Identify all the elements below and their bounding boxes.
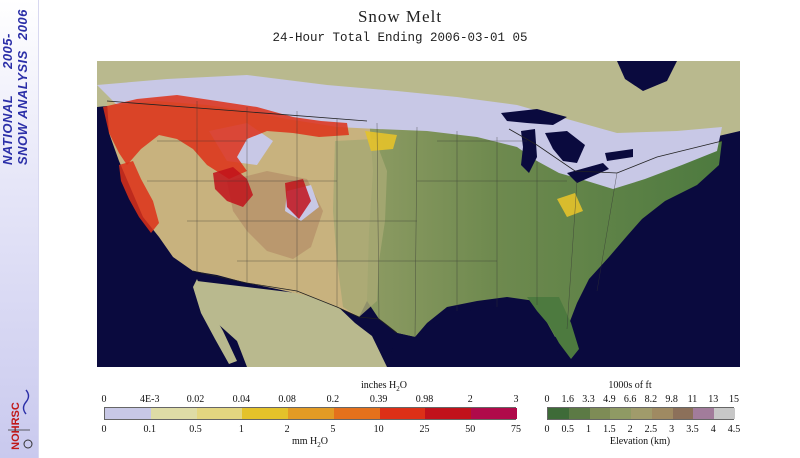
elev-legend-top-label: 4.9 (603, 394, 616, 405)
melt-legend-top-label: 3 (513, 394, 519, 405)
melt-pacific-northwest (103, 95, 349, 179)
melt-legend-top-unit: inches H2O (360, 380, 407, 393)
elev-legend-bottom-label: 0 (544, 424, 550, 435)
elev-legend-bottom-label: 3.5 (686, 424, 699, 435)
melt-legend-top-label: 0.08 (278, 394, 296, 405)
gulf-of-mexico (387, 305, 567, 367)
elev-legend-swatch (631, 408, 653, 419)
us-canada-border (106, 100, 723, 174)
melt-legend-swatch (150, 408, 198, 419)
elev-legend-bottom-label: 0.5 (561, 424, 575, 435)
elev-legend-top-label: 8.2 (644, 394, 658, 405)
melt-legend-swatch (196, 408, 243, 419)
elev-legend-top-unit: 1000s of ft (608, 380, 652, 391)
melt-sierra (119, 161, 159, 233)
elev-legend-swatch (568, 408, 591, 419)
melt-legend-top-label: 0.2 (326, 394, 340, 405)
melt-legend-bottom-label: 0.1 (143, 424, 157, 435)
side-banner: NATIONAL 2005- SNOW ANALYSIS 2006 NOHRSC (0, 0, 39, 458)
great-plains (333, 139, 387, 317)
elev-legend-swatch (589, 408, 611, 419)
melt-legend-top-label: 0.02 (186, 394, 205, 405)
snow-melt-map (97, 61, 740, 367)
lake-ontario (605, 149, 633, 161)
melt-legend-swatch (288, 408, 335, 419)
melt-legend-bottom-unit: mm H2O (291, 436, 328, 449)
melt-legend-swatch (471, 408, 518, 419)
melt-legend-bottom-label: 2 (284, 424, 290, 435)
elev-legend-top-label: 1.6 (561, 394, 575, 405)
james-bay (617, 61, 677, 91)
melt-legend-bottom-label: 5 (330, 424, 336, 435)
elev-legend-bottom-label: 4.5 (727, 424, 741, 435)
melt-legend-top-label: 0.04 (232, 394, 251, 405)
nohrsc-logo-icon: NOHRSC (8, 389, 33, 450)
melt-legend-swatch (379, 408, 426, 419)
elev-legend-bottom-label: 1 (586, 424, 592, 435)
melt-legend-top-label: 0 (101, 394, 107, 405)
melt-legend-bottom-label: 0.5 (189, 424, 202, 435)
melt-legend-swatch (242, 408, 289, 419)
state-lines (147, 101, 618, 338)
elev-legend-top-label: 0 (544, 394, 550, 405)
melt-rockies (213, 167, 311, 219)
elev-legend-bottom-unit: Elevation (km) (609, 436, 671, 447)
elev-legend-swatch (610, 408, 632, 419)
elev-legend-swatch (672, 408, 694, 419)
melt-legend-top-label: 4E-3 (140, 394, 160, 405)
elev-legend-top-label: 11 (687, 394, 698, 405)
melt-legend-swatch (105, 408, 152, 419)
elev-legend-top-label: 15 (729, 394, 739, 405)
elev-legend-bottom-label: 2.5 (644, 424, 658, 435)
elev-legend-top-label: 6.6 (623, 394, 637, 405)
elev-legend-bottom-label: 1.5 (603, 424, 616, 435)
elev-legend-top-label: 3.3 (582, 394, 595, 405)
melt-legend-bottom-label: 1 (238, 424, 244, 435)
melt-legend-bottom-label: 25 (419, 424, 430, 435)
elev-legend-bottom-label: 3 (669, 424, 675, 435)
mexico-land (197, 281, 387, 367)
melt-legend-swatch (333, 408, 381, 419)
lake-superior (501, 109, 567, 125)
elev-legend-swatch (714, 408, 736, 419)
elev-legend-swatch (693, 408, 715, 419)
lake-huron (545, 131, 585, 163)
elev-legend-swatch (548, 408, 570, 419)
us-map-svg (97, 61, 740, 367)
melt-legend-bottom-label: 75 (511, 424, 521, 435)
melt-legend-bottom-label: 10 (373, 424, 384, 435)
elev-legend-bar (547, 407, 736, 420)
melt-legend-top-label: 0.98 (415, 394, 434, 405)
elev-legend-top-label: 13 (708, 394, 719, 405)
melt-legend-bar (104, 407, 518, 420)
florida (527, 297, 579, 359)
baja-land (193, 279, 237, 364)
melt-light-fringe (365, 131, 583, 217)
melt-legend-top-label: 2 (467, 394, 473, 405)
elev-legend-bottom-label: 2 (627, 424, 633, 435)
banner-snow-analysis: SNOW ANALYSIS (15, 50, 30, 165)
melt-legend-top-label: 0.39 (369, 394, 388, 405)
melt-legend-swatch (425, 408, 472, 419)
melt-legend-bottom-label: 0 (101, 424, 107, 435)
banner-national: NATIONAL (0, 95, 15, 165)
elev-legend-top-label: 9.8 (665, 394, 678, 405)
lake-erie (567, 163, 609, 183)
lake-michigan (521, 129, 537, 173)
melt-legend-bottom-label: 50 (465, 424, 476, 435)
elev-legend-swatch (651, 408, 674, 419)
map-subtitle: 24-Hour Total Ending 2006-03-01 05 (272, 31, 528, 45)
svg-text:NOHRSC: NOHRSC (10, 402, 22, 450)
elev-legend-bottom-label: 4 (710, 424, 716, 435)
map-title: Snow Melt (357, 7, 443, 26)
